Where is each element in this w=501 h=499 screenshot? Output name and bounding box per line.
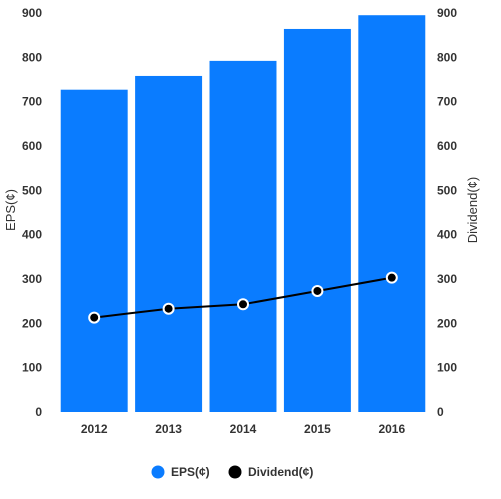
left-tick-label: 200 bbox=[22, 316, 42, 330]
left-axis-ticks: 0 100 200 300 400 500 600 700 800 900 bbox=[22, 6, 42, 419]
legend-item-dividend[interactable]: Dividend(¢) bbox=[228, 465, 314, 479]
eps-bar[interactable] bbox=[60, 89, 128, 413]
legend-item-eps[interactable]: EPS(¢) bbox=[151, 465, 210, 479]
legend-eps-marker bbox=[151, 465, 165, 479]
dividend-point[interactable] bbox=[162, 302, 175, 315]
eps-bar[interactable] bbox=[283, 28, 351, 413]
right-tick-label: 100 bbox=[437, 361, 457, 375]
right-axis-title: Dividend(¢) bbox=[465, 177, 480, 243]
left-tick-label: 800 bbox=[22, 50, 42, 64]
right-tick-label: 500 bbox=[437, 183, 457, 197]
x-tick-label: 2016 bbox=[378, 422, 405, 436]
right-tick-label: 700 bbox=[437, 95, 457, 109]
eps-bars bbox=[60, 15, 426, 413]
legend-eps-label: EPS(¢) bbox=[171, 465, 210, 479]
left-tick-label: 0 bbox=[35, 405, 42, 419]
legend-dividend-marker bbox=[228, 465, 242, 479]
dividend-point[interactable] bbox=[237, 298, 249, 311]
left-tick-label: 100 bbox=[22, 361, 42, 375]
eps-bar[interactable] bbox=[135, 75, 203, 412]
left-tick-label: 900 bbox=[22, 6, 42, 20]
x-tick-label: 2014 bbox=[230, 422, 257, 436]
left-axis-title: EPS(¢) bbox=[3, 189, 18, 231]
eps-bar[interactable] bbox=[209, 60, 277, 412]
right-tick-label: 200 bbox=[437, 316, 457, 330]
x-tick-label: 2012 bbox=[81, 422, 108, 436]
legend: EPS(¢) Dividend(¢) bbox=[151, 465, 314, 479]
left-tick-label: 400 bbox=[22, 228, 42, 242]
left-tick-label: 700 bbox=[22, 95, 42, 109]
left-tick-label: 500 bbox=[22, 183, 42, 197]
left-tick-label: 600 bbox=[22, 139, 42, 153]
right-tick-label: 800 bbox=[437, 50, 457, 64]
eps-bar[interactable] bbox=[358, 15, 426, 412]
right-tick-label: 400 bbox=[437, 228, 457, 242]
x-tick-label: 2015 bbox=[304, 422, 331, 436]
dividend-point[interactable] bbox=[385, 271, 398, 284]
right-tick-label: 900 bbox=[437, 6, 457, 20]
right-tick-label: 0 bbox=[437, 405, 444, 419]
dividend-point[interactable] bbox=[311, 284, 324, 297]
x-axis-ticks: 2012 2013 2014 2015 2016 bbox=[81, 422, 406, 436]
right-tick-label: 600 bbox=[437, 139, 457, 153]
dividend-point[interactable] bbox=[88, 311, 101, 324]
left-tick-label: 300 bbox=[22, 272, 42, 286]
dividend-line-layer bbox=[88, 271, 398, 324]
x-tick-label: 2013 bbox=[155, 422, 182, 436]
right-axis-ticks: 0 100 200 300 400 500 600 700 800 900 bbox=[437, 6, 457, 419]
right-tick-label: 300 bbox=[437, 272, 457, 286]
legend-dividend-label: Dividend(¢) bbox=[248, 465, 313, 479]
